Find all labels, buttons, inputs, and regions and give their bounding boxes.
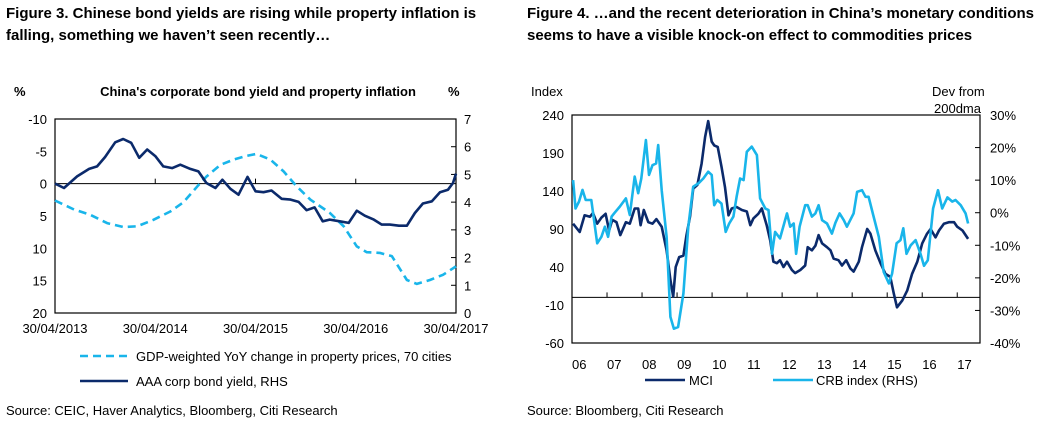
- legend-label-crb: CRB index (RHS): [816, 373, 918, 388]
- figure3-title-line1: Figure 3. Chinese bond yields are rising…: [6, 5, 477, 22]
- series-line-1: [54, 152, 457, 286]
- y-tick-label-left: 40: [550, 260, 564, 275]
- x-tick-label: 14: [852, 357, 866, 372]
- y-tick-label-right: 5: [464, 167, 471, 182]
- series-line-1: [572, 119, 970, 309]
- y-tick-label-right: 4: [464, 195, 471, 210]
- figure4-source: Source: Bloomberg, Citi Research: [527, 403, 724, 418]
- y-tick-label-right: -40%: [990, 336, 1021, 351]
- chart2-ylabel-left: Index: [531, 84, 563, 99]
- chart1-ylabel-right: %: [448, 84, 460, 99]
- y-tick-label-right: -10%: [990, 238, 1021, 253]
- legend-label-mci: MCI: [689, 373, 713, 388]
- y-tick-label-left: 190: [542, 146, 564, 161]
- x-tick-label: 07: [607, 357, 621, 372]
- chart2-ylabel-right-line2: 200dma: [934, 101, 982, 116]
- plot-frame: [571, 114, 981, 344]
- figure4-title-line1: Figure 4. …and the recent deterioration …: [527, 5, 1035, 22]
- y-tick-label-left: 10: [33, 241, 47, 256]
- x-tick-label: 11: [747, 357, 761, 372]
- x-tick-label: 30/04/2015: [223, 321, 288, 336]
- y-tick-label-left: 20: [33, 306, 47, 321]
- y-tick-label-right: 3: [464, 223, 471, 238]
- series-line-2: [571, 138, 970, 331]
- x-tick-label: 10: [712, 357, 726, 372]
- y-tick-label-left: -10: [28, 112, 47, 127]
- x-tick-label: 16: [922, 357, 936, 372]
- y-tick-label-right: -20%: [990, 271, 1021, 286]
- y-tick-label-left: -60: [545, 336, 564, 351]
- x-tick-label: 30/04/2016: [323, 321, 388, 336]
- figure3-source: Source: CEIC, Haver Analytics, Bloomberg…: [6, 403, 338, 418]
- legend-label-property: GDP-weighted YoY change in property pric…: [136, 349, 452, 364]
- x-tick-label: 13: [817, 357, 831, 372]
- figure3-title-line2: falling, something we haven’t seen recen…: [6, 27, 331, 44]
- x-tick-label: 12: [782, 357, 796, 372]
- x-tick-label: 30/04/2014: [123, 321, 188, 336]
- y-tick-label-left: 240: [542, 108, 564, 123]
- y-tick-label-right: 0: [464, 306, 471, 321]
- y-tick-label-right: 1: [464, 278, 471, 293]
- x-tick-label: 30/04/2017: [423, 321, 488, 336]
- series-line-2: [54, 137, 458, 227]
- y-tick-label-left: 15: [33, 274, 47, 289]
- y-tick-label-left: -10: [545, 298, 564, 313]
- y-tick-label-left: 140: [542, 184, 564, 199]
- chart1-title: China's corporate bond yield and propert…: [100, 84, 416, 99]
- y-tick-label-right: 30%: [990, 108, 1016, 123]
- y-tick-label-right: 20%: [990, 141, 1016, 156]
- chart1-ylabel-left: %: [14, 84, 26, 99]
- figure4-title-line2: seems to have a visible knock-on effect …: [527, 27, 973, 44]
- y-tick-label-right: -30%: [990, 303, 1021, 318]
- x-tick-label: 17: [957, 357, 971, 372]
- x-tick-label: 06: [572, 357, 586, 372]
- y-tick-label-right: 2: [464, 251, 471, 266]
- x-tick-label: 30/04/2013: [22, 321, 87, 336]
- figure3-title: Figure 3. Chinese bond yields are rising…: [6, 3, 476, 47]
- chart2-ylabel-right-line1: Dev from: [932, 84, 985, 99]
- y-tick-label-left: 5: [40, 209, 47, 224]
- y-tick-label-right: 0%: [990, 206, 1009, 221]
- figure4-title: Figure 4. …and the recent deterioration …: [527, 3, 1034, 47]
- y-tick-label-left: 0: [40, 177, 47, 192]
- legend-label-bond-yield: AAA corp bond yield, RHS: [136, 374, 288, 389]
- y-tick-label-left: 90: [550, 222, 564, 237]
- y-tick-label-right: 6: [464, 140, 471, 155]
- y-tick-label-right: 10%: [990, 173, 1016, 188]
- y-tick-label-right: 7: [464, 112, 471, 127]
- x-tick-label: 15: [887, 357, 901, 372]
- x-tick-label: 08: [642, 357, 656, 372]
- y-tick-label-left: -5: [35, 144, 47, 159]
- x-tick-label: 09: [677, 357, 691, 372]
- plot-frame: [54, 118, 457, 314]
